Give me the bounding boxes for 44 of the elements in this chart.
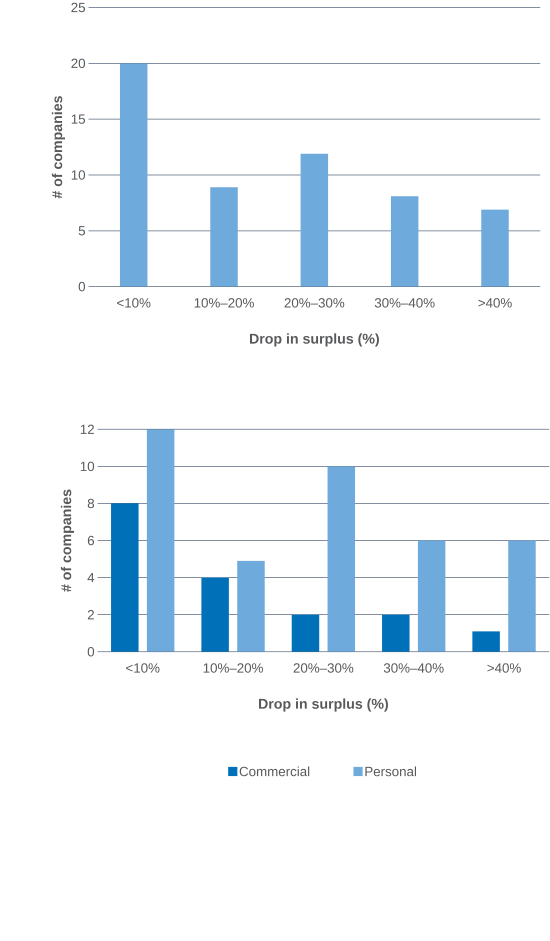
bar (481, 210, 509, 287)
x-axis-title: Drop in surplus (%) (259, 698, 388, 712)
bar (120, 63, 148, 287)
y-tick-label: 6 (88, 536, 94, 546)
y-tick-label: 15 (72, 114, 86, 124)
bar (111, 503, 139, 652)
bar (147, 429, 175, 652)
bar (418, 540, 446, 652)
bar (391, 196, 419, 287)
bar (292, 614, 320, 652)
y-tick-label: 10 (72, 170, 86, 180)
bar (202, 578, 230, 652)
x-tick-label: 30%–40% (375, 298, 435, 308)
legend-label: Personal (366, 766, 416, 776)
y-tick-label: 5 (78, 226, 86, 236)
x-tick-label: 10%–20% (204, 663, 264, 673)
bar (300, 154, 328, 287)
x-tick-label: 10%–20% (194, 298, 254, 308)
x-tick-label: >40% (488, 663, 522, 673)
x-tick-label: >40% (478, 298, 512, 308)
bar (508, 540, 536, 652)
y-tick-label: 0 (88, 647, 94, 656)
y-axis-title: # of companies (61, 490, 74, 592)
x-tick-label: 20%–30% (284, 298, 344, 308)
y-axis-title: # of companies (52, 96, 66, 198)
y-tick-label: 4 (88, 573, 94, 582)
y-tick-label: 12 (81, 424, 94, 434)
x-tick-label: 30%–40% (384, 663, 444, 673)
y-tick-label: 0 (78, 282, 86, 292)
bar (382, 614, 410, 652)
y-tick-label: 8 (88, 498, 94, 508)
y-tick-label: 2 (88, 610, 94, 620)
x-tick-label: <10% (117, 298, 151, 308)
legend-label: Commercial (240, 766, 310, 776)
bar (237, 560, 265, 652)
bar (328, 466, 356, 652)
bar (210, 187, 238, 287)
bar (472, 631, 500, 652)
x-tick-label: 20%–30% (294, 663, 354, 673)
y-tick-label: 25 (72, 2, 86, 12)
y-tick-label: 20 (72, 58, 86, 68)
x-tick-label: <10% (126, 663, 160, 673)
x-axis-title: Drop in surplus (%) (250, 333, 380, 347)
y-tick-label: 10 (81, 462, 94, 472)
